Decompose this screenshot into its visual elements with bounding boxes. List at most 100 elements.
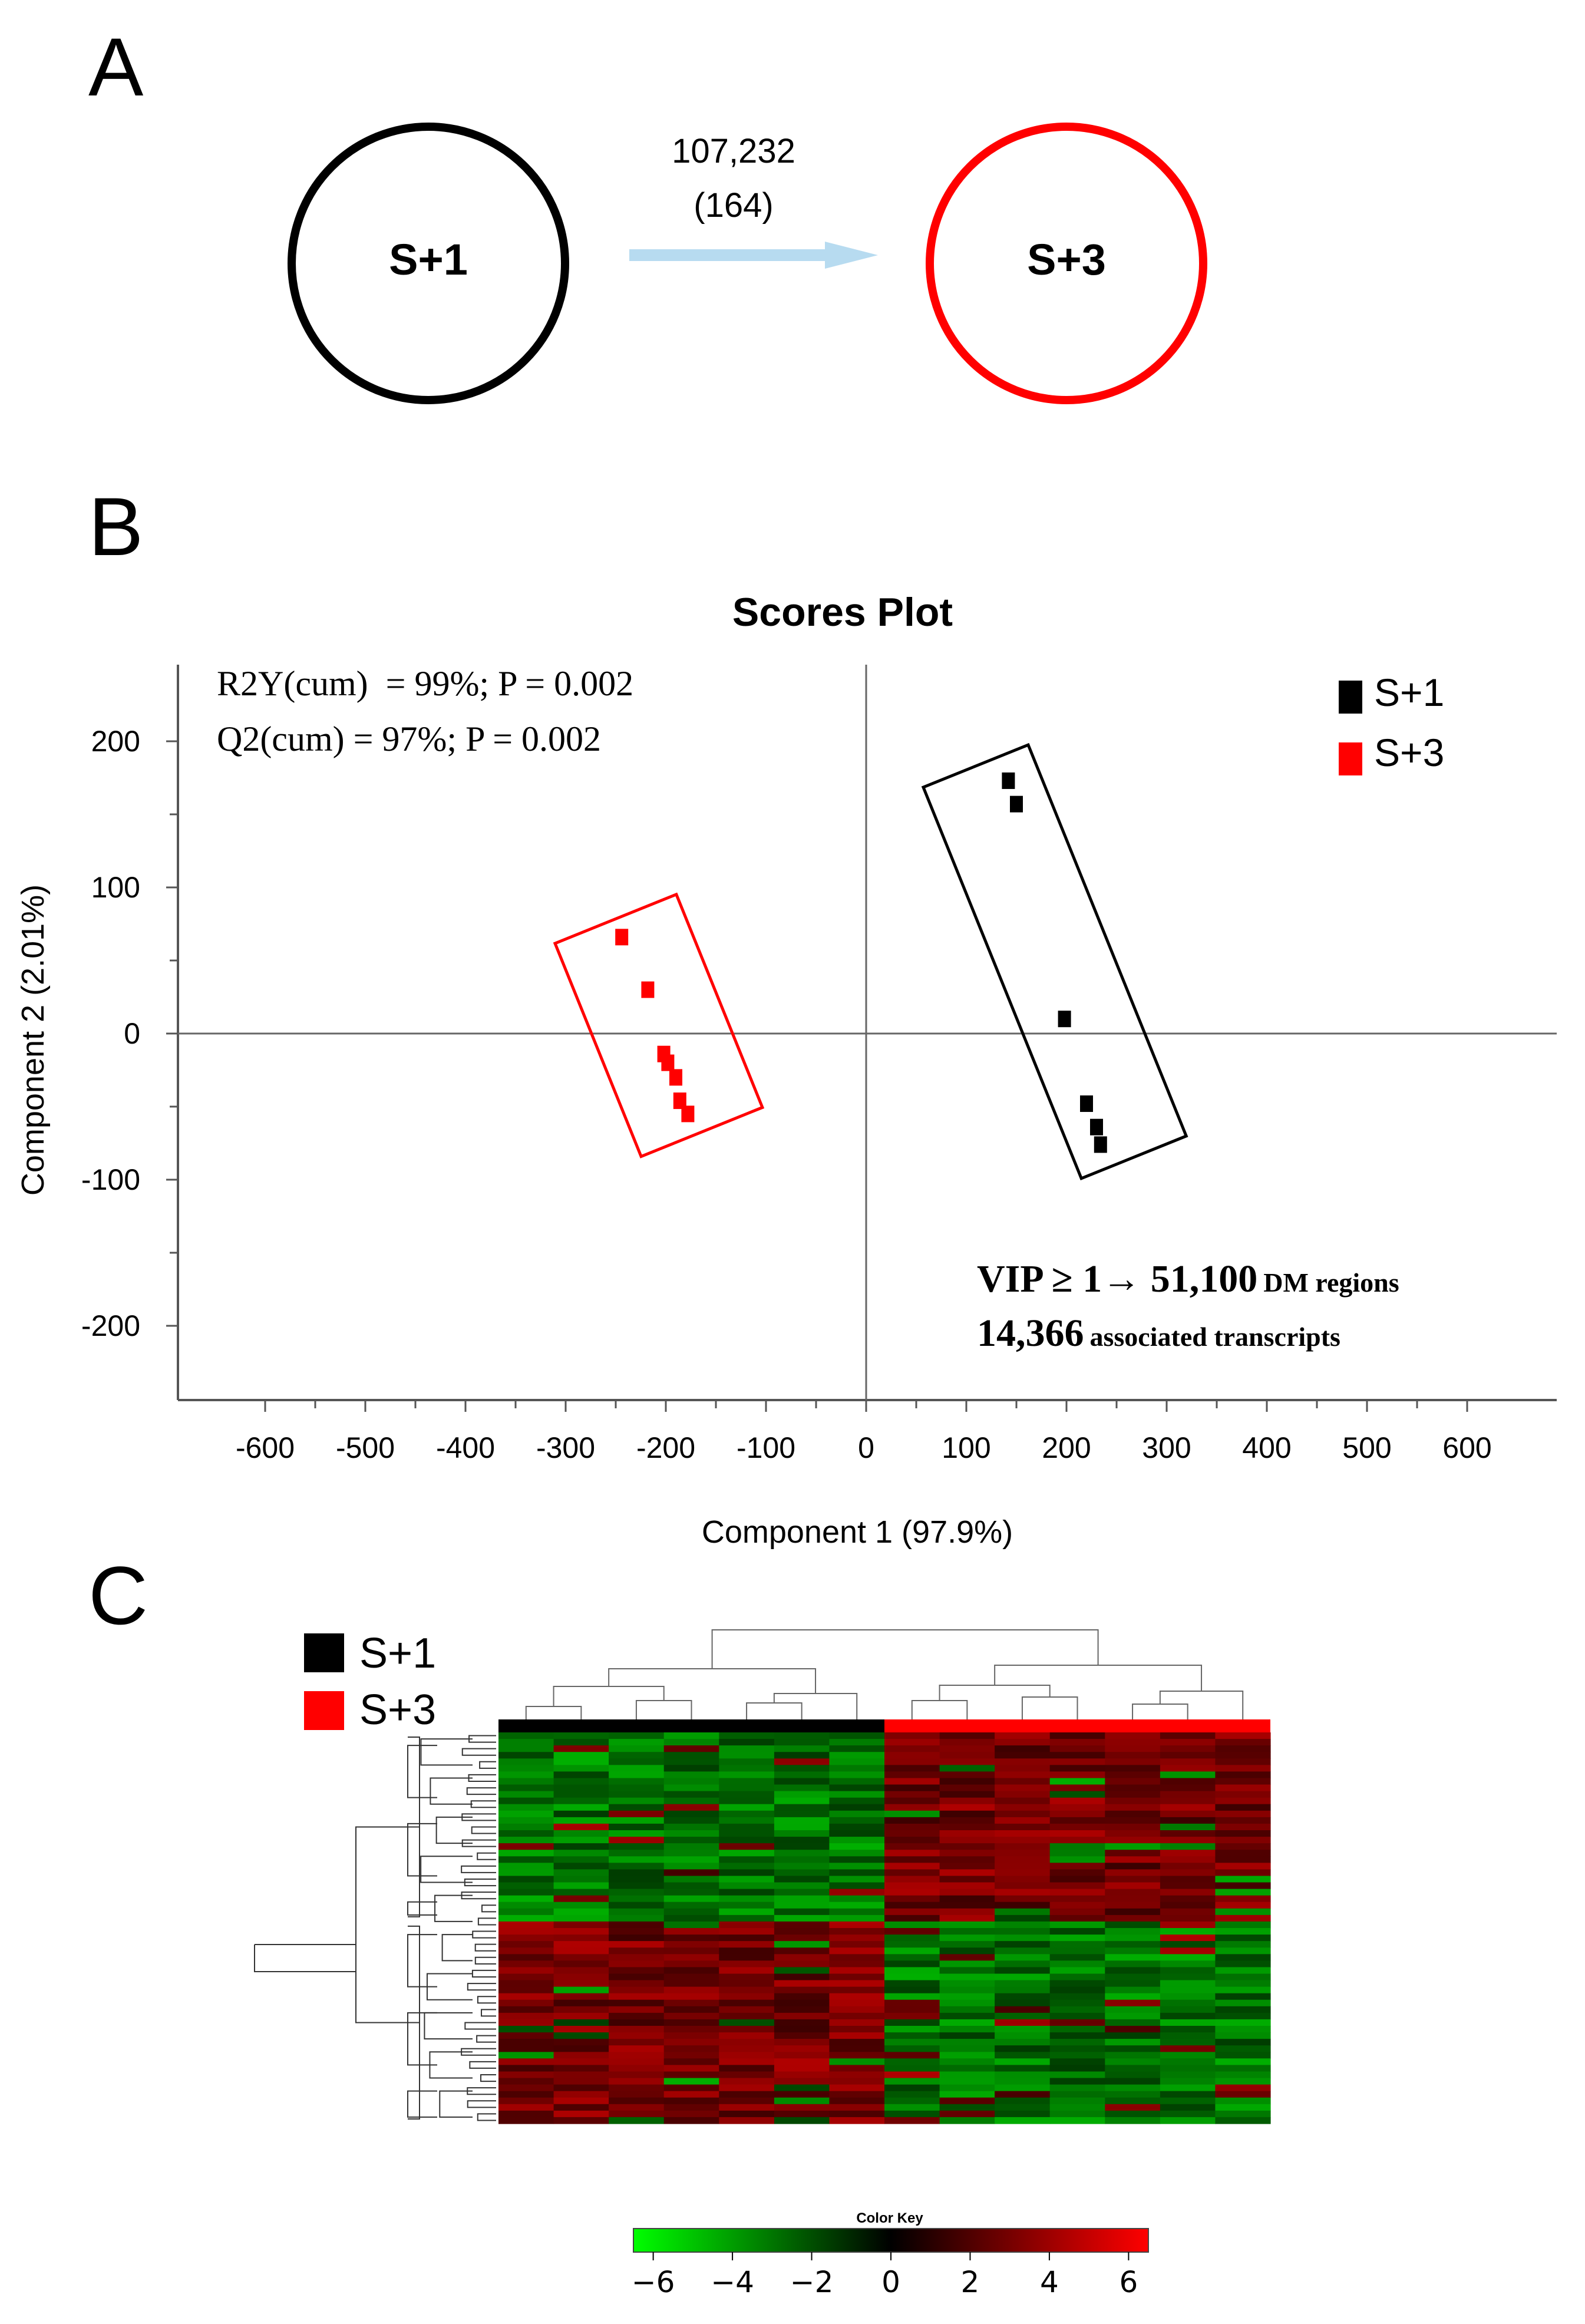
heatmap-cell: [1105, 1967, 1161, 1975]
heatmap-cell: [1049, 2117, 1105, 2124]
heatmap-cell: [1105, 1804, 1161, 1811]
heatmap-cell: [553, 1914, 609, 1922]
heatmap-cell: [719, 1876, 775, 1883]
heatmap-cell: [719, 1895, 775, 1903]
heatmap-cell: [498, 1967, 554, 1975]
heatmap-cell: [553, 1739, 609, 1746]
heatmap-cell: [884, 1921, 940, 1929]
heatmap-cell: [553, 2032, 609, 2039]
heatmap-cell: [1105, 2058, 1161, 2065]
dendrogram-branch: [477, 2113, 496, 2121]
heatmap-cell: [609, 1765, 665, 1772]
heatmap-cell: [774, 1941, 830, 1948]
heatmap-cell: [663, 2058, 719, 2065]
heatmap-cell: [609, 1758, 665, 1765]
heatmap-cell: [995, 1784, 1051, 1792]
heatmap-cell: [663, 1993, 719, 2001]
heatmap-cell: [553, 2019, 609, 2026]
heatmap-cell: [498, 1732, 554, 1739]
heatmap-cell: [719, 2097, 775, 2105]
heatmap-cell: [1105, 1914, 1161, 1922]
dendrogram-branch: [355, 1826, 420, 2023]
heatmap-cell: [1215, 1823, 1271, 1831]
heatmap-cell: [719, 1863, 775, 1870]
heatmap-cell: [774, 1973, 830, 1981]
heatmap-cell: [663, 1954, 719, 1961]
heatmap-cell: [884, 1967, 940, 1975]
stats-q2: Q2(cum) = 97%; P = 0.002: [217, 719, 601, 758]
heatmap-cell: [719, 1935, 775, 1942]
heatmap-cell: [1105, 2091, 1161, 2098]
s3-group-box: [553, 892, 765, 1158]
heatmap-cell: [1160, 2006, 1216, 2013]
heatmap-cell: [774, 1784, 830, 1792]
heatmap-cell: [719, 1986, 775, 1994]
heatmap-cell: [553, 2052, 609, 2059]
heatmap-cell: [1160, 2091, 1216, 2098]
heatmap-cell: [498, 1778, 554, 1785]
heatmap-cell: [498, 1739, 554, 1746]
heatmap-cell: [774, 1921, 830, 1929]
heatmap-cell: [498, 1771, 554, 1779]
heatmap-cell: [829, 1797, 885, 1805]
heatmap-cell: [609, 1967, 665, 1975]
heatmap-cell: [719, 1928, 775, 1935]
heatmap-cell: [1105, 1778, 1161, 1785]
heatmap-cell: [1215, 2019, 1271, 2026]
heatmap-cell: [774, 1823, 830, 1831]
heatmap-cell: [1215, 1797, 1271, 1805]
heatmap-cell: [498, 1973, 554, 1981]
heatmap-cell: [1049, 1973, 1105, 1981]
heatmap-cell: [939, 1758, 995, 1765]
dendrogram-branch: [480, 2074, 496, 2082]
dendrogram-branch: [479, 1761, 496, 1769]
heatmap-cell: [774, 2084, 830, 2092]
heatmap-cell: [1160, 1837, 1216, 1844]
heatmap-cell: [774, 2117, 830, 2124]
dendrogram-branch: [471, 1969, 496, 1978]
heatmap-cell: [1160, 2104, 1216, 2111]
heatmap-cell: [884, 2110, 940, 2118]
heatmap-cell: [719, 1778, 775, 1785]
heatmap-cell: [609, 1810, 665, 1818]
heatmap-cell: [663, 1935, 719, 1942]
heatmap-cell: [1105, 1882, 1161, 1890]
heatmap-cell: [609, 1745, 665, 1752]
heatmap-cell: [609, 1921, 665, 1929]
heatmap-cell: [884, 1817, 940, 1824]
heatmap-cell: [939, 1902, 995, 1909]
heatmap-cell: [553, 1999, 609, 2007]
y-tick-label: 100: [91, 871, 140, 904]
heatmap-cell: [829, 1863, 885, 1870]
heatmap-cell: [1160, 2071, 1216, 2079]
heatmap-cell: [1160, 1850, 1216, 1857]
heatmap-cell: [553, 1791, 609, 1798]
heatmap-cell: [1105, 2032, 1161, 2039]
heatmap-cell: [829, 2006, 885, 2013]
heatmap-cell: [1215, 2104, 1271, 2111]
heatmap-cell: [553, 1830, 609, 1837]
heatmap-cell: [995, 2084, 1051, 2092]
heatmap-cell: [1215, 1843, 1271, 1850]
dendrogram-branch: [474, 1943, 496, 1952]
heatmap-cell: [1215, 2006, 1271, 2013]
heatmap-cell: [829, 2058, 885, 2065]
heatmap-cell: [1049, 2045, 1105, 2052]
heatmap-cell: [1049, 1980, 1105, 1988]
dendrogram-root: [254, 1944, 356, 1972]
heatmap-cell: [829, 1856, 885, 1863]
heatmap-cell: [609, 1889, 665, 1896]
y-tick-label: 200: [91, 725, 140, 758]
heatmap-cell: [498, 1784, 554, 1792]
heatmap-cell: [719, 1752, 775, 1759]
heatmap-cell: [719, 1823, 775, 1831]
heatmap-cell: [939, 1869, 995, 1877]
heatmap-cell: [884, 1914, 940, 1922]
heatmap-cell: [939, 2097, 995, 2105]
heatmap-cell: [995, 1837, 1051, 1844]
heatmap-cell: [553, 2065, 609, 2072]
heatmap-cell: [498, 2058, 554, 2065]
heatmap-cell: [553, 1863, 609, 1870]
heatmap-cell: [884, 1856, 940, 1863]
panel-b-letter: B: [88, 480, 143, 573]
